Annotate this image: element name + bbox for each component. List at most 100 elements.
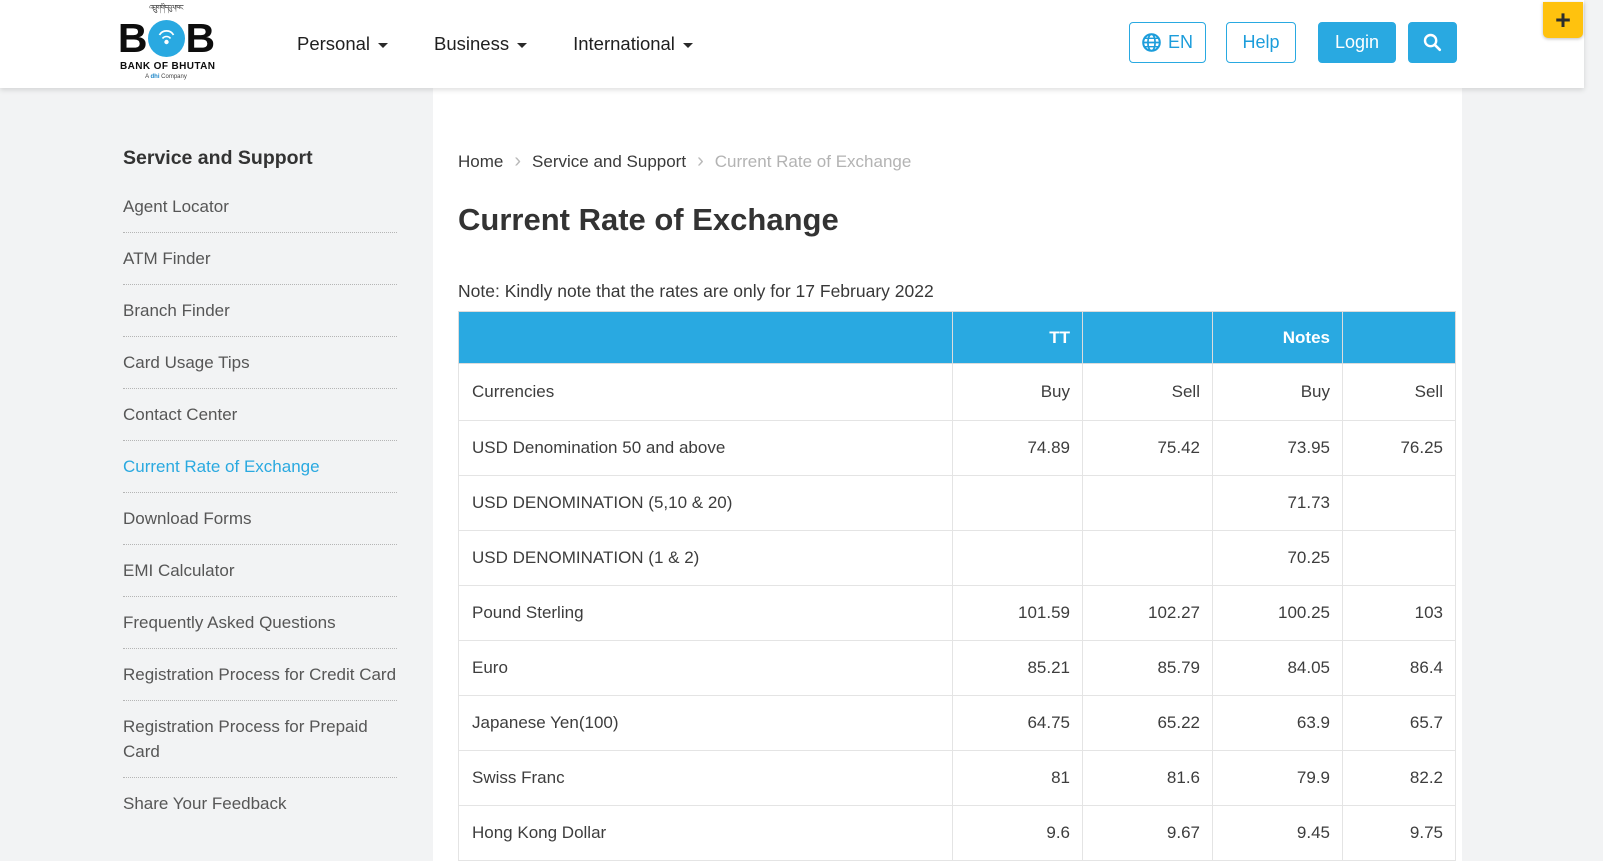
rate-cell: 102.27 [1082, 585, 1213, 641]
currency-cell: Swiss Franc [458, 750, 953, 806]
search-button[interactable] [1408, 22, 1457, 63]
rate-cell: 70.25 [1212, 530, 1343, 586]
sidebar: Service and Support Agent Locator ATM Fin… [123, 147, 397, 829]
rate-cell: 63.9 [1212, 695, 1343, 751]
breadcrumb-home[interactable]: Home [458, 152, 504, 171]
bob-logo-letters: B B [117, 15, 216, 61]
main-content: Home › Service and Support › Current Rat… [433, 88, 1462, 861]
currency-cell: Pound Sterling [458, 585, 953, 641]
sidebar-item-contact-center[interactable]: Contact Center [123, 389, 397, 441]
breadcrumb-current-page: Current Rate of Exchange [714, 152, 912, 171]
table-row-hong-kong-dollar: Hong Kong Dollar 9.6 9.67 9.45 9.75 [458, 805, 1456, 861]
rate-cell: 9.75 [1342, 805, 1456, 861]
table-row-usd-denomination-50-and-above: USD Denomination 50 and above 74.89 75.42 7… [458, 420, 1456, 476]
chevron-right-icon: › [697, 149, 704, 172]
rate-cell [1342, 530, 1456, 586]
rate-cell: Sell [1342, 363, 1456, 421]
table-row-swiss-franc: Swiss Franc 81 81.6 79.9 82.2 [458, 750, 1456, 806]
rate-cell: 103 [1342, 585, 1456, 641]
logo-letter-b-left: B [117, 15, 148, 61]
rate-cell: 81.6 [1082, 750, 1213, 806]
rate-cell [952, 475, 1083, 531]
group-header-cell-tt: TT [952, 311, 1083, 364]
accessibility-plus-button[interactable]: + [1543, 2, 1583, 38]
rate-cell: 9.45 [1212, 805, 1343, 861]
sidebar-title: Service and Support [123, 147, 313, 169]
bob-logo-circle-icon [147, 19, 185, 57]
currency-cell: Euro [458, 640, 953, 696]
table-row-pound-sterling: Pound Sterling 101.59 102.27 100.25 103 [458, 585, 1456, 641]
help-button[interactable]: Help [1226, 22, 1296, 63]
rate-cell: 84.05 [1212, 640, 1343, 696]
group-header-cell-notes: Notes [1212, 311, 1343, 364]
sidebar-item-agent-locator[interactable]: Agent Locator [123, 181, 397, 233]
rate-cell: Buy [952, 363, 1083, 421]
rate-cell: 74.89 [952, 420, 1083, 476]
rate-cell: Buy [1212, 363, 1343, 421]
sidebar-item-download-forms[interactable]: Download Forms [123, 493, 397, 545]
rate-cell: 101.59 [952, 585, 1083, 641]
chevron-right-icon: › [514, 149, 522, 172]
currency-cell: USD Denomination 50 and above [458, 420, 953, 476]
top-navbar: འབྲུག་གི་དངུལ་ཁང་ B B BANK OF BHUTAN A d… [0, 0, 1584, 88]
sidebar-item-atm-finder[interactable]: ATM Finder [123, 233, 397, 285]
rate-cell: 79.9 [1212, 750, 1343, 806]
currency-cell: Currencies [458, 363, 953, 421]
logo-letter-b-right: B [185, 15, 216, 61]
nav-item-international[interactable]: International [573, 33, 693, 55]
caret-down-icon [378, 43, 389, 48]
nav-item-business[interactable]: Business [434, 33, 528, 55]
currency-cell: USD DENOMINATION (5,10 & 20) [458, 475, 953, 531]
rates-note: Note: Kindly note that the rates are onl… [458, 281, 934, 301]
rate-cell [1082, 475, 1213, 531]
rate-cell: 81 [952, 750, 1083, 806]
bob-logo[interactable]: འབྲུག་གི་དངུལ་ཁང་ B B BANK OF BHUTAN A d… [117, 3, 216, 80]
rate-cell: 64.75 [952, 695, 1083, 751]
breadcrumb: Home › Service and Support › Current Rat… [458, 149, 1462, 172]
page-title: Current Rate of Exchange [458, 202, 839, 237]
sidebar-item-card-usage-tips[interactable]: Card Usage Tips [123, 337, 397, 389]
caret-down-icon [682, 43, 693, 48]
exchange-rate-table-head: TT Notes [458, 311, 1456, 364]
sidebar-item-branch-finder[interactable]: Branch Finder [123, 285, 397, 337]
exchange-rate-table-body: Currencies Buy Sell Buy Sell USD Denomination… [458, 363, 1456, 861]
rate-cell: 76.25 [1342, 420, 1456, 476]
sidebar-item-share-your-feedback[interactable]: Share Your Feedback [123, 794, 287, 813]
sidebar-item-frequently-asked-questions[interactable]: Frequently Asked Questions [123, 597, 397, 649]
rate-cell: 65.7 [1342, 695, 1456, 751]
group-header-row: TT Notes [458, 311, 1456, 364]
rate-cell [952, 530, 1083, 586]
rate-cell: 82.2 [1342, 750, 1456, 806]
table-row-usd-denomination-5-10-20: USD DENOMINATION (5,10 & 20) 71.73 [458, 475, 1456, 531]
group-header-cell-4 [1342, 311, 1456, 364]
nav-item-international-label: International [573, 33, 675, 54]
rate-cell: 73.95 [1212, 420, 1343, 476]
table-row-usd-denomination-1-2: USD DENOMINATION (1 & 2) 70.25 [458, 530, 1456, 586]
login-button[interactable]: Login [1318, 22, 1396, 63]
rate-cell [1342, 475, 1456, 531]
sidebar-item-registration-process-for-credit-card[interactable]: Registration Process for Credit Card [123, 649, 397, 701]
nav-item-business-label: Business [434, 33, 510, 54]
caret-down-icon [517, 43, 528, 48]
rate-cell: 86.4 [1342, 640, 1456, 696]
sidebar-menu: Agent Locator ATM Finder Branch Finder Card… [123, 181, 397, 829]
magnifier-icon [1422, 32, 1443, 53]
sidebar-item-registration-process-for-prepaid-card[interactable]: Registration Process for Prepaid Card [123, 701, 397, 778]
breadcrumb-service-and-support[interactable]: Service and Support [532, 152, 687, 171]
nav-item-personal[interactable]: Personal [297, 33, 389, 55]
group-header-cell-2 [1082, 311, 1213, 364]
sidebar-item-emi-calculator[interactable]: EMI Calculator [123, 545, 397, 597]
rate-cell: 75.42 [1082, 420, 1213, 476]
rate-cell: 71.73 [1212, 475, 1343, 531]
table-row-japanese-yen-100: Japanese Yen(100) 64.75 65.22 63.9 65.7 [458, 695, 1456, 751]
language-button[interactable]: EN [1129, 22, 1206, 63]
currency-cell: Japanese Yen(100) [458, 695, 953, 751]
language-button-label: EN [1167, 32, 1193, 52]
dzongkha-script-text: འབྲུག་གི་དངུལ་ཁང་ [149, 5, 184, 12]
sidebar-item-current-rate-of-exchange[interactable]: Current Rate of Exchange [123, 441, 397, 493]
rate-cell: 9.67 [1082, 805, 1213, 861]
rate-cell: 9.6 [952, 805, 1083, 861]
navbar-controls: EN Help Login [1129, 22, 1457, 63]
rate-cell [1082, 530, 1213, 586]
